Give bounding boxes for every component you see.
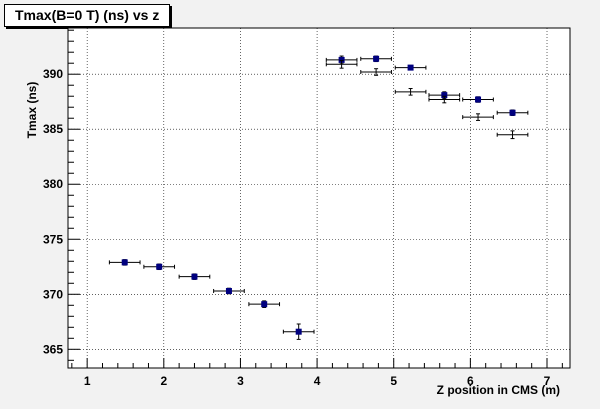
x-tick-label: 6 — [467, 374, 474, 388]
square-marker — [338, 56, 345, 63]
data-point-cross — [325, 59, 358, 69]
square-marker — [441, 92, 448, 99]
data-point-cross — [394, 88, 427, 96]
x-tick-label: 7 — [544, 374, 551, 388]
data-point-square — [360, 55, 392, 63]
data-point-square — [143, 263, 176, 271]
y-tick-label: 365 — [43, 342, 63, 356]
x-tick-label: 3 — [237, 374, 244, 388]
data-point-cross — [462, 113, 494, 121]
x-axis-label: Z position in CMS (m) — [437, 383, 560, 397]
chart-title: Tmax(B=0 T) (ns) vs z — [4, 4, 171, 27]
square-marker — [509, 109, 516, 116]
x-tick-label: 4 — [314, 374, 321, 388]
axis-ticks — [68, 29, 563, 368]
data-point-square — [325, 55, 358, 65]
data-point-square — [394, 64, 427, 71]
data-point-square — [213, 287, 245, 295]
y-tick-label: 375 — [43, 232, 63, 246]
square-marker — [121, 259, 128, 266]
data-point-cross — [496, 130, 529, 140]
y-tick-label: 385 — [43, 122, 63, 136]
y-tick-label: 380 — [43, 177, 63, 191]
y-tick-label: 370 — [43, 287, 63, 301]
square-marker — [407, 64, 414, 71]
data-point-cross — [360, 68, 392, 76]
data-point-cross — [428, 95, 461, 104]
data-point-square — [496, 109, 529, 116]
x-tick-label: 2 — [160, 374, 167, 388]
x-tick-label: 1 — [84, 374, 91, 388]
plot-frame — [67, 27, 571, 369]
square-marker — [261, 301, 268, 308]
data-point-square — [178, 273, 211, 280]
square-marker — [191, 273, 198, 280]
x-tick-label: 5 — [390, 374, 397, 388]
data-points — [108, 55, 529, 340]
square-marker — [295, 328, 302, 335]
data-point-square — [282, 323, 315, 340]
square-marker — [225, 287, 232, 294]
data-point-square — [462, 96, 494, 103]
y-tick-label: 390 — [43, 67, 63, 81]
y-axis-label: Tmax (ns) — [25, 82, 39, 139]
data-point-square — [108, 259, 141, 266]
data-point-square — [248, 300, 281, 308]
square-marker — [373, 55, 380, 62]
square-marker — [156, 263, 163, 270]
square-marker — [475, 96, 482, 103]
tick-labels: 1 2 3 4 5 6 7 365 370 375 380 385 390 — [43, 67, 551, 388]
